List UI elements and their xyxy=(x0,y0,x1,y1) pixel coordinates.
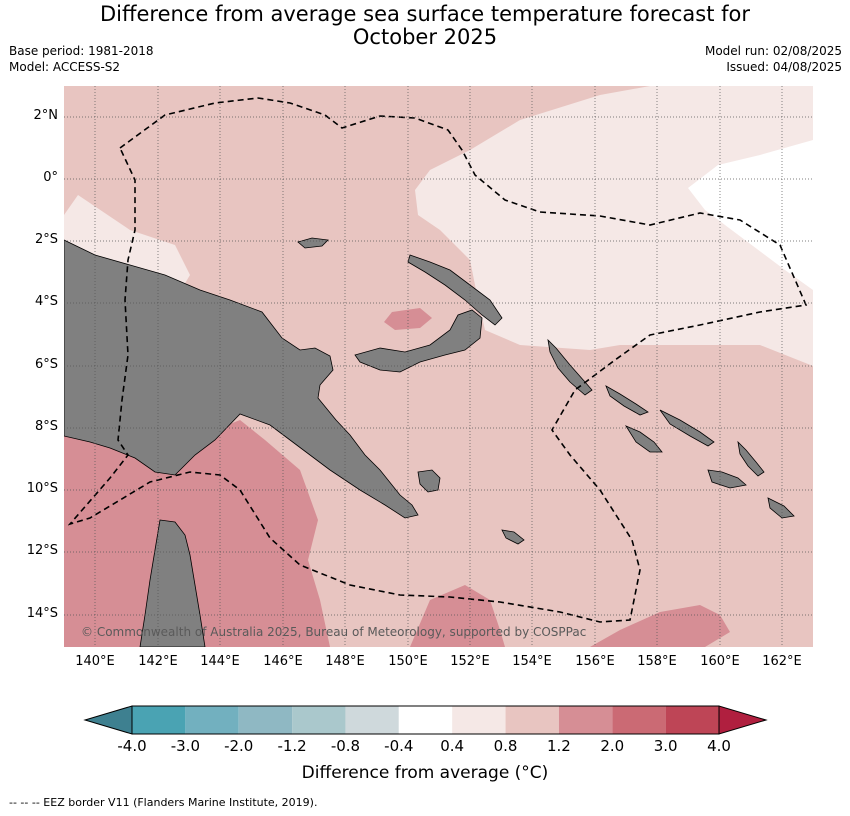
lon-label: 156°E xyxy=(575,654,615,669)
colorbar-tick-label: -4.0 xyxy=(117,737,147,755)
colorbar-segment xyxy=(132,706,186,734)
anomaly-band-1_2-2_0-southeast xyxy=(590,605,730,647)
land-d-entrecasteaux xyxy=(417,469,441,493)
anomaly-band-0_4-0_8-northeast xyxy=(415,86,813,366)
land-choiseul xyxy=(605,385,649,416)
colorbar-tick-label: 0.8 xyxy=(493,737,518,755)
colorbar-segment xyxy=(185,706,239,734)
colorbar-tick-label: 0.4 xyxy=(440,737,465,755)
land-new-georgia xyxy=(624,425,663,453)
land-manus xyxy=(297,237,329,249)
lon-label: 148°E xyxy=(325,654,365,669)
colorbar-segment xyxy=(505,706,559,734)
colorbar-tick-label: -3.0 xyxy=(170,737,200,755)
colorbar-tick-label: -2.0 xyxy=(224,737,254,755)
lon-label: 150°E xyxy=(388,654,428,669)
anomaly-band-1_2-2_0-patch xyxy=(384,308,432,330)
lon-label: 152°E xyxy=(450,654,490,669)
map-area xyxy=(64,86,813,647)
lon-label: 146°E xyxy=(263,654,303,669)
colorbar-segment xyxy=(398,706,453,734)
colorbar-segment xyxy=(345,706,399,734)
title-line-1: Difference from average sea surface temp… xyxy=(100,2,750,26)
land-louisiade xyxy=(501,529,525,545)
lat-label: 6°S xyxy=(34,357,58,372)
land-bougainville xyxy=(547,338,593,396)
lon-label: 140°E xyxy=(75,654,115,669)
colorbar-tick-label: -1.2 xyxy=(277,737,307,755)
lon-label: 142°E xyxy=(138,654,178,669)
chart-title: Difference from average sea surface temp… xyxy=(0,3,850,49)
land-cape-york xyxy=(139,519,206,647)
model-name: Model: ACCESS-S2 xyxy=(9,60,121,74)
lat-label: 14°S xyxy=(26,606,58,621)
issued-date: Issued: 04/08/2025 xyxy=(726,60,842,74)
land-new-britain xyxy=(354,309,483,373)
land-santa-isabel xyxy=(659,409,715,447)
lat-label: 12°S xyxy=(26,543,58,558)
meta-left: Base period: 1981-2018 Model: ACCESS-S2 xyxy=(9,43,154,75)
anomaly-band-1_2-2_0-southwest xyxy=(64,420,330,647)
colorbar-segment xyxy=(292,706,346,734)
colorbar-tick-label: -0.4 xyxy=(384,737,414,755)
colorbar xyxy=(83,705,768,735)
colorbar-segment xyxy=(238,706,293,734)
model-run: Model run: 02/08/2025 xyxy=(704,44,842,58)
colorbar-under-triangle xyxy=(83,705,133,735)
colorbar-tick-label: 1.2 xyxy=(546,737,571,755)
colorbar-title: Difference from average (°C) xyxy=(301,763,549,783)
land-guadalcanal xyxy=(707,469,747,489)
base-period: Base period: 1981-2018 xyxy=(9,44,154,58)
lat-label: 10°S xyxy=(26,481,58,496)
colorbar-segment xyxy=(558,706,613,734)
colorbar-tick-label: 2.0 xyxy=(600,737,625,755)
land-malaita xyxy=(737,440,765,477)
meta-right: Model run: 02/08/2025 Issued: 04/08/2025 xyxy=(705,43,842,75)
lat-label: 2°N xyxy=(33,108,59,123)
colorbar-frame xyxy=(131,705,720,735)
anomaly-band-neutral xyxy=(688,140,813,290)
lon-label: 160°E xyxy=(700,654,740,669)
lon-label: 144°E xyxy=(200,654,240,669)
colorbar-over-triangle xyxy=(718,705,768,735)
land-makira xyxy=(767,497,795,519)
lat-label: 4°S xyxy=(34,294,58,309)
colorbar-segment xyxy=(612,706,666,734)
lon-label: 154°E xyxy=(512,654,552,669)
colorbar-tick-label: 4.0 xyxy=(707,737,731,755)
map-credit: © Commonwealth of Australia 2025, Bureau… xyxy=(81,625,587,639)
colorbar-segment xyxy=(665,706,719,734)
land-new-ireland xyxy=(407,254,503,326)
colorbar-segment xyxy=(452,706,506,734)
eez-legend: -- -- -- EEZ border V11 (Flanders Marine… xyxy=(9,796,318,809)
lat-label: 2°S xyxy=(34,232,58,247)
lat-label: 0° xyxy=(43,170,58,185)
lat-label: 8°S xyxy=(34,419,58,434)
title-line-2: October 2025 xyxy=(352,25,498,49)
eez-border-png xyxy=(67,97,808,623)
colorbar-tick-label: -0.8 xyxy=(330,737,361,755)
graticule xyxy=(64,86,813,647)
colorbar-tick-label: 3.0 xyxy=(653,737,678,755)
lon-label: 158°E xyxy=(637,654,677,669)
land-new-guinea xyxy=(64,239,419,519)
lon-label: 162°E xyxy=(762,654,802,669)
